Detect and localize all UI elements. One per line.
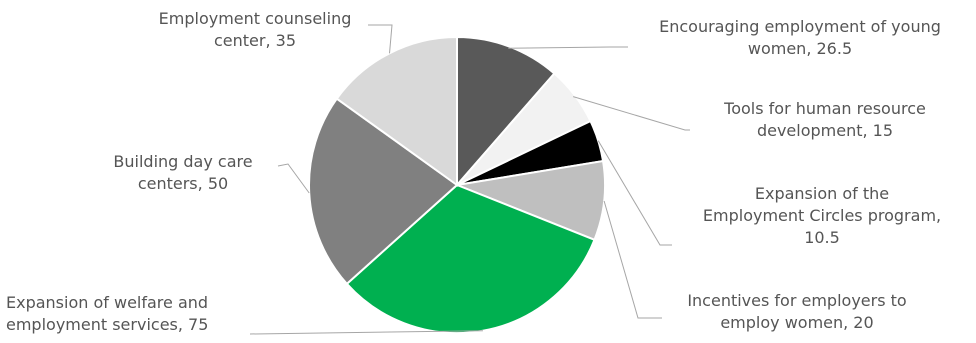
leader-line-counseling xyxy=(368,24,393,54)
slice-label-circles-line1: Expansion of the xyxy=(754,184,890,203)
slice-label-tools-line2: development, 15 xyxy=(756,121,894,140)
leader-line-circles xyxy=(597,140,672,246)
slice-label-welfare-line1: Expansion of welfare and xyxy=(6,293,209,312)
pie-slices xyxy=(308,35,606,334)
pie-slice-counseling xyxy=(335,35,458,187)
leader-line-welfare xyxy=(249,330,483,335)
slice-label-incentives-line1: Incentives for employers to xyxy=(687,291,907,310)
slice-label-circles-line3: 10.5 xyxy=(804,228,840,247)
pie-slice-daycare xyxy=(308,97,459,286)
slice-label-incentives-line2: employ women, 20 xyxy=(720,313,874,332)
leader-line-tools xyxy=(573,96,690,131)
slice-label-incentives: Incentives for employers to employ women… xyxy=(662,290,932,334)
slice-label-daycare-line1: Building day care xyxy=(113,152,253,171)
slice-label-welfare: Expansion of welfare and employment serv… xyxy=(6,292,270,336)
slice-label-daycare-line2: centers, 50 xyxy=(137,174,229,193)
slice-label-daycare: Building day care centers, 50 xyxy=(88,151,278,195)
leader-lines xyxy=(249,24,690,335)
slice-label-tools: Tools for human resource development, 15 xyxy=(690,98,960,142)
pie-slice-welfare xyxy=(345,183,596,334)
slice-label-counseling-line1: Employment counseling xyxy=(158,9,352,28)
slice-label-encouraging-line2: women, 26.5 xyxy=(747,39,853,58)
slice-label-circles-line2: Employment Circles program, xyxy=(702,206,942,225)
leader-line-daycare xyxy=(277,163,310,194)
slice-label-encouraging: Encouraging employment of young women, 2… xyxy=(628,16,972,60)
slice-label-counseling-line2: center, 35 xyxy=(213,31,296,50)
leader-line-encouraging xyxy=(508,46,628,49)
slice-label-encouraging-line1: Encouraging employment of young xyxy=(659,17,941,36)
slice-label-tools-line1: Tools for human resource xyxy=(724,99,926,118)
leader-line-incentives xyxy=(603,200,662,319)
slice-label-welfare-line2: employment services, 75 xyxy=(6,315,209,334)
slice-label-counseling: Employment counseling center, 35 xyxy=(120,8,390,52)
slice-label-circles: Expansion of the Employment Circles prog… xyxy=(672,183,972,249)
pie-slice-encouraging xyxy=(456,35,556,188)
